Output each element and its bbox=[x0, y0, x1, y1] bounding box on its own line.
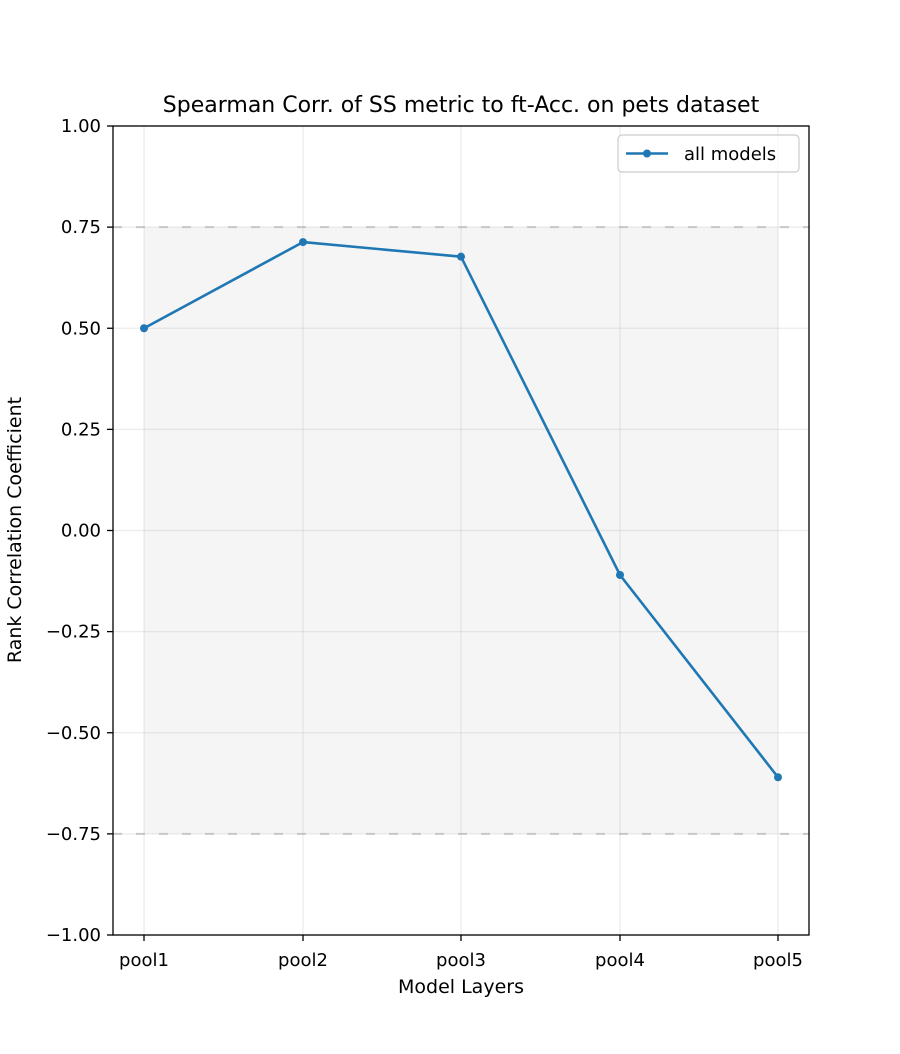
legend-marker-0 bbox=[643, 149, 651, 158]
x-ticks-group: pool1 pool2 pool3 pool4 pool5 bbox=[119, 935, 803, 971]
data-point-pool2 bbox=[299, 238, 307, 247]
legend-label-0: all models bbox=[684, 144, 776, 165]
y-ticks-group: 1.00 0.75 0.50 0.25 0.00 −0.25 −0.50 −0.75 −1.00 bbox=[46, 116, 113, 946]
data-point-pool5 bbox=[774, 773, 782, 782]
y-tick-label-5: −0.25 bbox=[46, 622, 101, 643]
y-tick-label-0: 1.00 bbox=[61, 116, 101, 137]
data-point-pool1 bbox=[140, 324, 148, 333]
shaded-band bbox=[144, 227, 778, 834]
series-group bbox=[140, 238, 782, 782]
shaded-band-group bbox=[113, 226, 809, 835]
y-tick-label-2: 0.50 bbox=[61, 318, 101, 339]
x-tick-label-pool1: pool1 bbox=[119, 950, 169, 971]
x-tick-label-pool2: pool2 bbox=[278, 950, 328, 971]
legend: all models bbox=[617, 134, 800, 173]
x-axis-label: Model Layers bbox=[398, 976, 524, 998]
y-tick-label-4: 0.00 bbox=[61, 521, 101, 542]
legend-box bbox=[617, 134, 800, 173]
data-point-pool3 bbox=[457, 252, 465, 261]
y-tick-label-3: 0.25 bbox=[61, 419, 101, 440]
y-tick-label-7: −0.75 bbox=[46, 824, 101, 845]
data-point-pool4 bbox=[616, 570, 624, 579]
x-tick-label-pool3: pool3 bbox=[436, 950, 486, 971]
x-tick-label-pool5: pool5 bbox=[753, 950, 803, 971]
y-axis-label: Rank Correlation Coefficient bbox=[4, 397, 26, 663]
y-tick-label-1: 0.75 bbox=[61, 217, 101, 238]
x-tick-label-pool4: pool4 bbox=[595, 950, 645, 971]
y-tick-label-6: −0.50 bbox=[46, 723, 101, 744]
chart-title: Spearman Corr. of SS metric to ft-Acc. o… bbox=[163, 93, 760, 118]
y-tick-label-8: −1.00 bbox=[46, 925, 101, 946]
